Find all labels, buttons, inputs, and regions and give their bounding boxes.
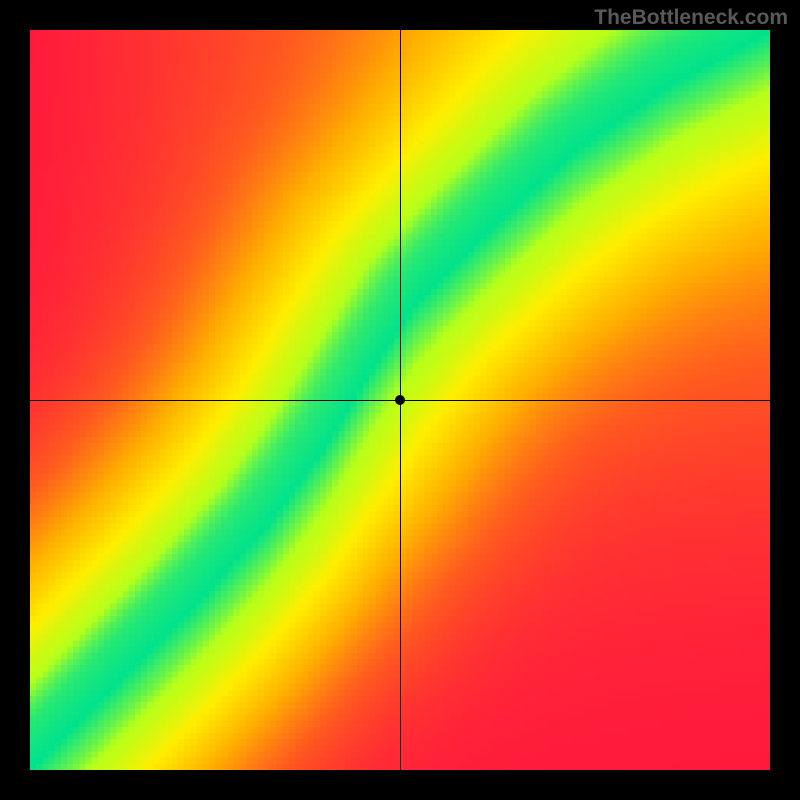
crosshair-dot <box>395 395 405 405</box>
watermark-text: TheBottleneck.com <box>594 6 788 30</box>
heatmap-plot <box>30 30 770 770</box>
